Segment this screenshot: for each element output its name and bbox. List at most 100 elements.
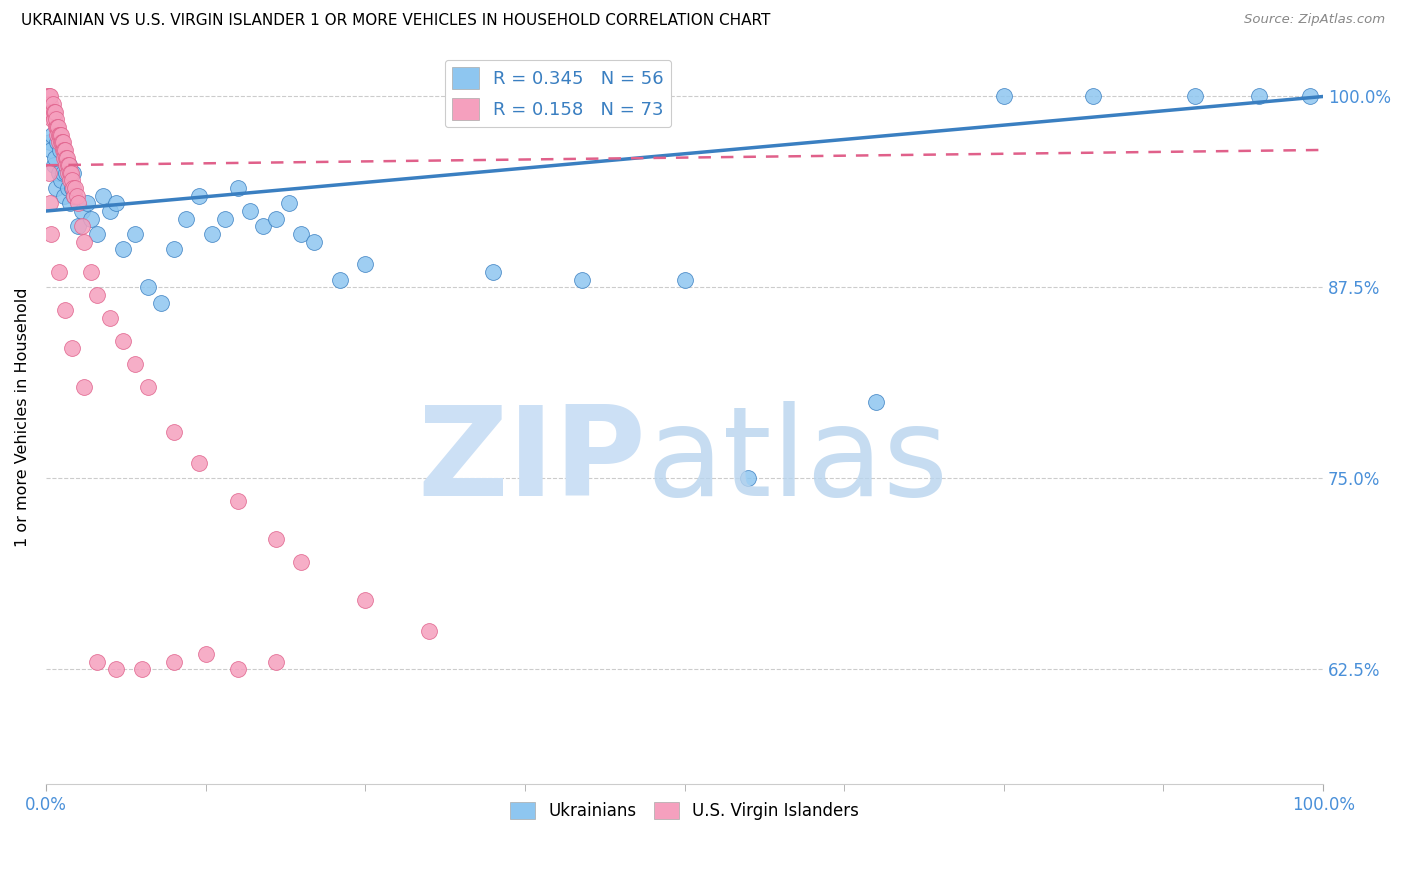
- Point: [38, 196, 60, 211]
- Point: [56, 158, 79, 172]
- Point: [239, 204, 262, 219]
- Point: [38, 136, 60, 150]
- Point: [737, 471, 759, 485]
- Point: [44, 104, 66, 119]
- Point: [44, 151, 66, 165]
- Point: [277, 196, 299, 211]
- Point: [46, 120, 69, 134]
- Point: [39, 104, 62, 119]
- Point: [38, 97, 60, 112]
- Point: [79, 211, 101, 226]
- Point: [124, 227, 146, 241]
- Point: [214, 211, 236, 226]
- Point: [38, 166, 60, 180]
- Point: [56, 151, 79, 165]
- Point: [53, 151, 76, 165]
- Point: [49, 128, 72, 142]
- Point: [51, 173, 73, 187]
- Point: [56, 181, 79, 195]
- Point: [41, 128, 63, 142]
- Point: [55, 151, 77, 165]
- Point: [37, 97, 59, 112]
- Point: [290, 555, 312, 569]
- Point: [1184, 89, 1206, 103]
- Point: [1249, 89, 1271, 103]
- Point: [63, 188, 86, 202]
- Point: [48, 128, 70, 142]
- Point: [302, 235, 325, 249]
- Point: [39, 89, 62, 103]
- Point: [59, 166, 82, 180]
- Point: [52, 166, 75, 180]
- Point: [86, 288, 108, 302]
- Point: [42, 97, 65, 112]
- Point: [149, 295, 172, 310]
- Point: [66, 219, 89, 234]
- Point: [136, 379, 159, 393]
- Point: [39, 143, 62, 157]
- Point: [49, 143, 72, 157]
- Text: ZIP: ZIP: [418, 401, 647, 522]
- Point: [188, 188, 211, 202]
- Y-axis label: 1 or more Vehicles in Household: 1 or more Vehicles in Household: [15, 287, 30, 547]
- Point: [98, 204, 121, 219]
- Point: [111, 334, 134, 348]
- Point: [163, 425, 186, 440]
- Point: [62, 166, 84, 180]
- Point: [58, 158, 80, 172]
- Point: [62, 181, 84, 195]
- Point: [52, 143, 75, 157]
- Point: [60, 342, 83, 356]
- Point: [53, 143, 76, 157]
- Point: [163, 242, 186, 256]
- Point: [73, 235, 96, 249]
- Point: [176, 211, 198, 226]
- Point: [86, 655, 108, 669]
- Point: [290, 227, 312, 241]
- Point: [76, 196, 98, 211]
- Point: [70, 204, 93, 219]
- Point: [1299, 89, 1322, 103]
- Point: [60, 181, 83, 195]
- Point: [46, 128, 69, 142]
- Point: [226, 662, 249, 676]
- Point: [98, 310, 121, 325]
- Point: [865, 395, 887, 409]
- Point: [52, 188, 75, 202]
- Point: [58, 158, 80, 172]
- Point: [131, 662, 153, 676]
- Point: [79, 265, 101, 279]
- Point: [45, 120, 67, 134]
- Point: [60, 173, 83, 187]
- Point: [59, 166, 82, 180]
- Point: [41, 112, 63, 127]
- Text: atlas: atlas: [647, 401, 949, 522]
- Point: [51, 128, 73, 142]
- Point: [252, 219, 274, 234]
- Point: [264, 211, 287, 226]
- Point: [226, 494, 249, 508]
- Point: [418, 624, 440, 638]
- Point: [571, 273, 593, 287]
- Point: [49, 136, 72, 150]
- Point: [51, 136, 73, 150]
- Point: [264, 533, 287, 547]
- Text: UKRAINIAN VS U.S. VIRGIN ISLANDER 1 OR MORE VEHICLES IN HOUSEHOLD CORRELATION CH: UKRAINIAN VS U.S. VIRGIN ISLANDER 1 OR M…: [21, 13, 770, 29]
- Point: [46, 136, 69, 150]
- Point: [105, 196, 128, 211]
- Text: Source: ZipAtlas.com: Source: ZipAtlas.com: [1244, 13, 1385, 27]
- Legend: Ukrainians, U.S. Virgin Islanders: Ukrainians, U.S. Virgin Islanders: [503, 795, 865, 827]
- Point: [38, 89, 60, 103]
- Point: [42, 158, 65, 172]
- Point: [53, 303, 76, 318]
- Point: [264, 655, 287, 669]
- Point: [329, 273, 352, 287]
- Point: [53, 151, 76, 165]
- Point: [86, 227, 108, 241]
- Point: [163, 655, 186, 669]
- Point: [93, 188, 115, 202]
- Point: [70, 219, 93, 234]
- Point: [111, 242, 134, 256]
- Point: [52, 143, 75, 157]
- Point: [48, 265, 70, 279]
